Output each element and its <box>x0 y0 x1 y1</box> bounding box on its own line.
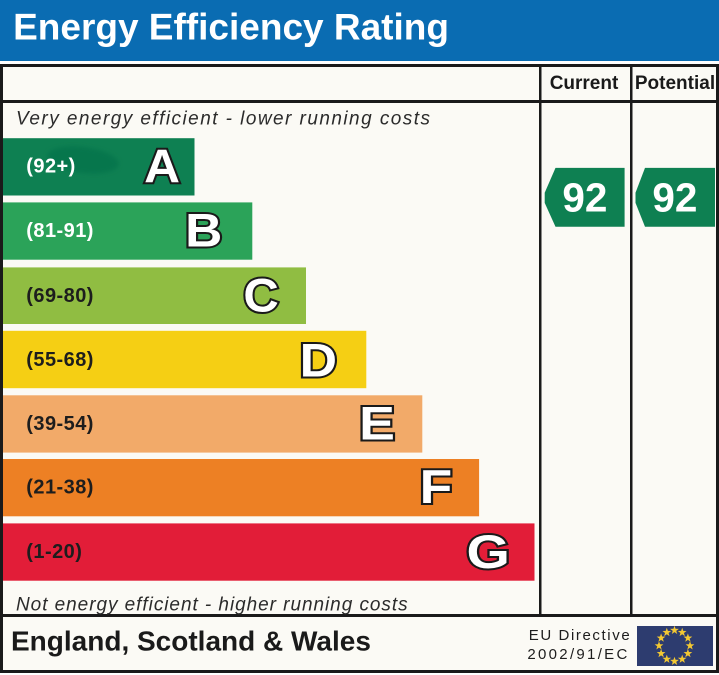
svg-text:EU Directive: EU Directive <box>529 627 632 644</box>
svg-text:E: E <box>359 396 395 449</box>
svg-text:(1-20): (1-20) <box>26 541 82 563</box>
svg-text:Potential: Potential <box>635 73 715 94</box>
svg-text:(81-91): (81-91) <box>26 220 94 242</box>
svg-text:Energy Efficiency Rating: Energy Efficiency Rating <box>13 7 449 48</box>
svg-text:92: 92 <box>652 175 697 221</box>
svg-text:C: C <box>243 268 278 321</box>
svg-text:2002/91/EC: 2002/91/EC <box>527 646 629 663</box>
svg-text:G: G <box>467 525 510 578</box>
svg-text:B: B <box>185 204 222 257</box>
svg-text:Not energy efficient - higher: Not energy efficient - higher running co… <box>16 594 409 615</box>
svg-text:(21-38): (21-38) <box>26 477 94 499</box>
svg-text:A: A <box>144 139 180 192</box>
svg-text:(92+): (92+) <box>26 156 76 178</box>
svg-text:England, Scotland & Wales: England, Scotland & Wales <box>11 626 371 657</box>
svg-text:Current: Current <box>550 73 619 94</box>
svg-text:D: D <box>300 333 337 386</box>
svg-text:F: F <box>420 460 453 513</box>
svg-text:(55-68): (55-68) <box>26 349 94 371</box>
svg-text:Very energy efficient - lower: Very energy efficient - lower running co… <box>16 109 431 130</box>
svg-text:(39-54): (39-54) <box>26 413 94 435</box>
svg-text:(69-80): (69-80) <box>26 285 94 307</box>
svg-text:92: 92 <box>562 175 607 221</box>
